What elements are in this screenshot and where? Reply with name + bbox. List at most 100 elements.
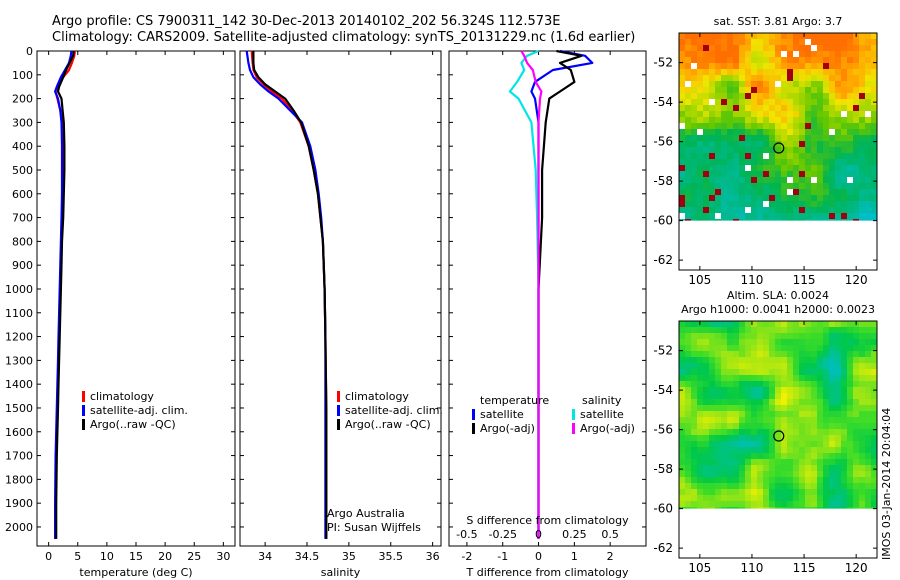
map-cell xyxy=(727,117,733,123)
map-cell xyxy=(823,87,829,93)
map-cell xyxy=(859,45,865,51)
map-cell xyxy=(853,135,859,141)
map-cell xyxy=(745,417,751,423)
map-cell xyxy=(733,135,739,141)
map-cell xyxy=(757,123,763,129)
map-cell xyxy=(709,207,715,213)
map-cell xyxy=(865,465,871,471)
map-cell xyxy=(799,159,805,165)
map-cell xyxy=(787,369,793,375)
map-cell xyxy=(853,447,859,453)
map-cell xyxy=(841,153,847,159)
map-cell xyxy=(727,447,733,453)
map-title: sat. SST: 3.81 Argo: 3.7 xyxy=(714,15,843,28)
map-cell xyxy=(841,159,847,165)
map-cell xyxy=(817,417,823,423)
map-cell xyxy=(775,147,781,153)
map-cell xyxy=(733,363,739,369)
map-cell xyxy=(745,327,751,333)
map-cell xyxy=(775,39,781,45)
map-cell xyxy=(733,81,739,87)
map-cell xyxy=(709,183,715,189)
map-cell xyxy=(829,453,835,459)
map-cell xyxy=(805,489,811,495)
map-cell xyxy=(715,363,721,369)
legend-label: satellite xyxy=(480,408,524,421)
map-cell xyxy=(817,363,823,369)
map-cell xyxy=(697,339,703,345)
map-cell xyxy=(703,135,709,141)
map-cell xyxy=(757,435,763,441)
map-cell xyxy=(823,135,829,141)
map-cell xyxy=(871,111,877,117)
map-cell xyxy=(811,219,817,221)
map-cell xyxy=(793,105,799,111)
map-cell xyxy=(871,405,877,411)
map-cell xyxy=(703,351,709,357)
map-cell xyxy=(739,327,745,333)
map-cell xyxy=(823,177,829,183)
map-cell xyxy=(841,87,847,93)
map-cell xyxy=(853,333,859,339)
map-cell xyxy=(763,477,769,483)
map-cell xyxy=(871,381,877,387)
map-cell xyxy=(775,369,781,375)
map-cell xyxy=(769,327,775,333)
map-cell xyxy=(721,417,727,423)
map-cell xyxy=(775,75,781,81)
legend-swatch xyxy=(572,423,575,434)
map-cell xyxy=(763,81,769,87)
map-cell xyxy=(757,201,763,207)
map-cell xyxy=(805,381,811,387)
map-cell xyxy=(769,471,775,477)
map-cell xyxy=(823,477,829,483)
map-cell xyxy=(769,171,775,177)
map-cell xyxy=(679,369,685,375)
y-tick-label: 500 xyxy=(12,164,33,177)
map-cell xyxy=(709,87,715,93)
map-cell xyxy=(715,33,721,39)
map-cell xyxy=(859,105,865,111)
map-cell xyxy=(805,177,811,183)
map-cell xyxy=(811,123,817,129)
map-cell xyxy=(823,411,829,417)
map-cell xyxy=(811,429,817,435)
map-cell xyxy=(835,411,841,417)
map-cell xyxy=(835,213,841,219)
map-cell xyxy=(823,465,829,471)
map-cell xyxy=(853,45,859,51)
map-cell xyxy=(691,495,697,501)
map-cell xyxy=(859,357,865,363)
map-cell xyxy=(823,459,829,465)
map-cell xyxy=(679,453,685,459)
map-cell xyxy=(841,351,847,357)
map-cell xyxy=(841,111,847,117)
map-cell xyxy=(811,51,817,57)
map-cell xyxy=(865,189,871,195)
map-cell xyxy=(733,189,739,195)
map-cell xyxy=(697,507,703,509)
map-cell xyxy=(817,333,823,339)
map-cell xyxy=(769,207,775,213)
map-cell xyxy=(751,441,757,447)
map-cell xyxy=(841,363,847,369)
map-cell xyxy=(739,129,745,135)
map-cell xyxy=(691,189,697,195)
map-cell xyxy=(823,507,829,509)
map-cell xyxy=(865,111,871,117)
y-tick-label: 1700 xyxy=(5,450,33,463)
x-tick-label: -2 xyxy=(461,550,472,563)
map-cell xyxy=(685,501,691,507)
argo-location-marker xyxy=(773,142,785,154)
map-cell xyxy=(709,333,715,339)
map-cell xyxy=(841,501,847,507)
map-cell xyxy=(763,141,769,147)
map-cell xyxy=(823,153,829,159)
map-cell xyxy=(865,117,871,123)
map-cell xyxy=(757,81,763,87)
map-cell xyxy=(853,453,859,459)
map-cell xyxy=(757,177,763,183)
map-cell xyxy=(787,141,793,147)
map-cell xyxy=(733,339,739,345)
map-cell xyxy=(787,117,793,123)
